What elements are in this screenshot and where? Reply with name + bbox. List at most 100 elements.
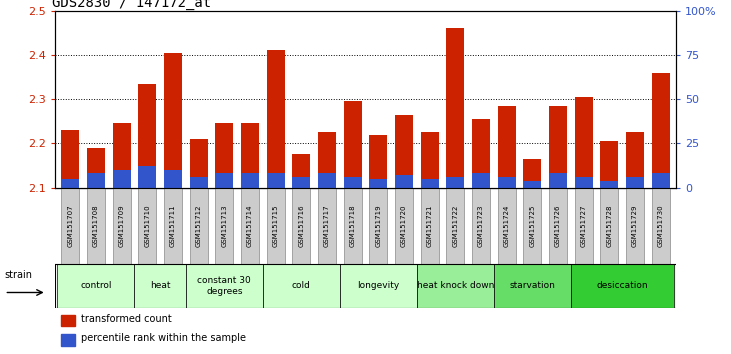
Text: GSM151713: GSM151713 [221, 204, 227, 247]
Bar [369, 179, 387, 188]
Bar [189, 188, 208, 264]
Text: GSM151725: GSM151725 [529, 205, 535, 247]
Bar [523, 181, 542, 188]
Bar [61, 188, 79, 264]
Text: heat: heat [150, 281, 170, 290]
Bar [189, 139, 208, 188]
Bar [421, 188, 439, 264]
Bar [472, 188, 490, 264]
Bar [113, 124, 131, 188]
Bar [292, 154, 310, 188]
Text: GSM151715: GSM151715 [273, 204, 279, 247]
Text: GSM151719: GSM151719 [375, 204, 382, 247]
Bar [87, 173, 105, 188]
Bar [216, 124, 233, 188]
Bar [164, 170, 182, 188]
Bar [61, 130, 79, 188]
Bar [447, 28, 464, 188]
Bar [369, 135, 387, 188]
Bar [472, 173, 490, 188]
Bar [626, 177, 644, 188]
Text: GSM151712: GSM151712 [196, 204, 202, 247]
Text: cold: cold [292, 281, 311, 290]
Bar [369, 188, 387, 264]
Text: GSM151717: GSM151717 [324, 204, 330, 247]
Bar [447, 177, 464, 188]
Bar [571, 264, 673, 308]
Bar [472, 119, 490, 188]
Bar [135, 264, 186, 308]
Bar [600, 188, 618, 264]
Text: GSM151720: GSM151720 [401, 204, 407, 247]
Bar [626, 188, 644, 264]
Bar [652, 188, 670, 264]
Bar [113, 170, 131, 188]
Bar [417, 264, 494, 308]
Text: starvation: starvation [510, 281, 556, 290]
Bar [189, 177, 208, 188]
Bar [421, 179, 439, 188]
Bar [395, 175, 413, 188]
Text: GSM151711: GSM151711 [170, 204, 176, 247]
Text: GSM151709: GSM151709 [118, 204, 124, 247]
Bar [138, 188, 156, 264]
Bar [61, 334, 75, 346]
Bar [395, 115, 413, 188]
Bar [318, 132, 336, 188]
Bar [263, 264, 340, 308]
Bar [344, 188, 362, 264]
Bar [61, 179, 79, 188]
Bar [575, 177, 593, 188]
Bar [395, 188, 413, 264]
Bar [216, 188, 233, 264]
Bar [241, 188, 259, 264]
Text: GSM151730: GSM151730 [658, 204, 664, 247]
Bar [549, 173, 567, 188]
Bar [344, 101, 362, 188]
Text: heat knock down: heat knock down [417, 281, 494, 290]
Bar [498, 177, 515, 188]
Text: GSM151714: GSM151714 [247, 204, 253, 247]
Bar [292, 188, 310, 264]
Text: GSM151721: GSM151721 [427, 204, 433, 247]
Bar [652, 173, 670, 188]
Bar [600, 141, 618, 188]
Bar [421, 132, 439, 188]
Bar [340, 264, 417, 308]
Bar [267, 50, 284, 188]
Text: GSM151718: GSM151718 [349, 204, 356, 247]
Bar [575, 97, 593, 188]
Bar [138, 166, 156, 188]
Bar [549, 188, 567, 264]
Bar [87, 188, 105, 264]
Text: desiccation: desiccation [596, 281, 648, 290]
Bar [292, 177, 310, 188]
Bar [61, 315, 75, 326]
Bar [164, 53, 182, 188]
Text: GDS2830 / 147172_at: GDS2830 / 147172_at [52, 0, 211, 10]
Bar [164, 188, 182, 264]
Text: GSM151722: GSM151722 [452, 205, 458, 247]
Bar [498, 188, 515, 264]
Text: GSM151726: GSM151726 [555, 204, 561, 247]
Bar [318, 188, 336, 264]
Bar [267, 188, 284, 264]
Text: strain: strain [4, 270, 32, 280]
Bar [58, 264, 135, 308]
Bar [267, 173, 284, 188]
Bar [652, 73, 670, 188]
Text: GSM151710: GSM151710 [144, 204, 151, 247]
Bar [216, 173, 233, 188]
Bar [318, 173, 336, 188]
Bar [523, 159, 542, 188]
Text: GSM151728: GSM151728 [607, 204, 613, 247]
Text: percentile rank within the sample: percentile rank within the sample [81, 333, 246, 343]
Text: GSM151707: GSM151707 [67, 204, 73, 247]
Bar [138, 84, 156, 188]
Bar [498, 106, 515, 188]
Bar [241, 124, 259, 188]
Bar [523, 188, 542, 264]
Bar [549, 106, 567, 188]
Bar [344, 177, 362, 188]
Bar [626, 132, 644, 188]
